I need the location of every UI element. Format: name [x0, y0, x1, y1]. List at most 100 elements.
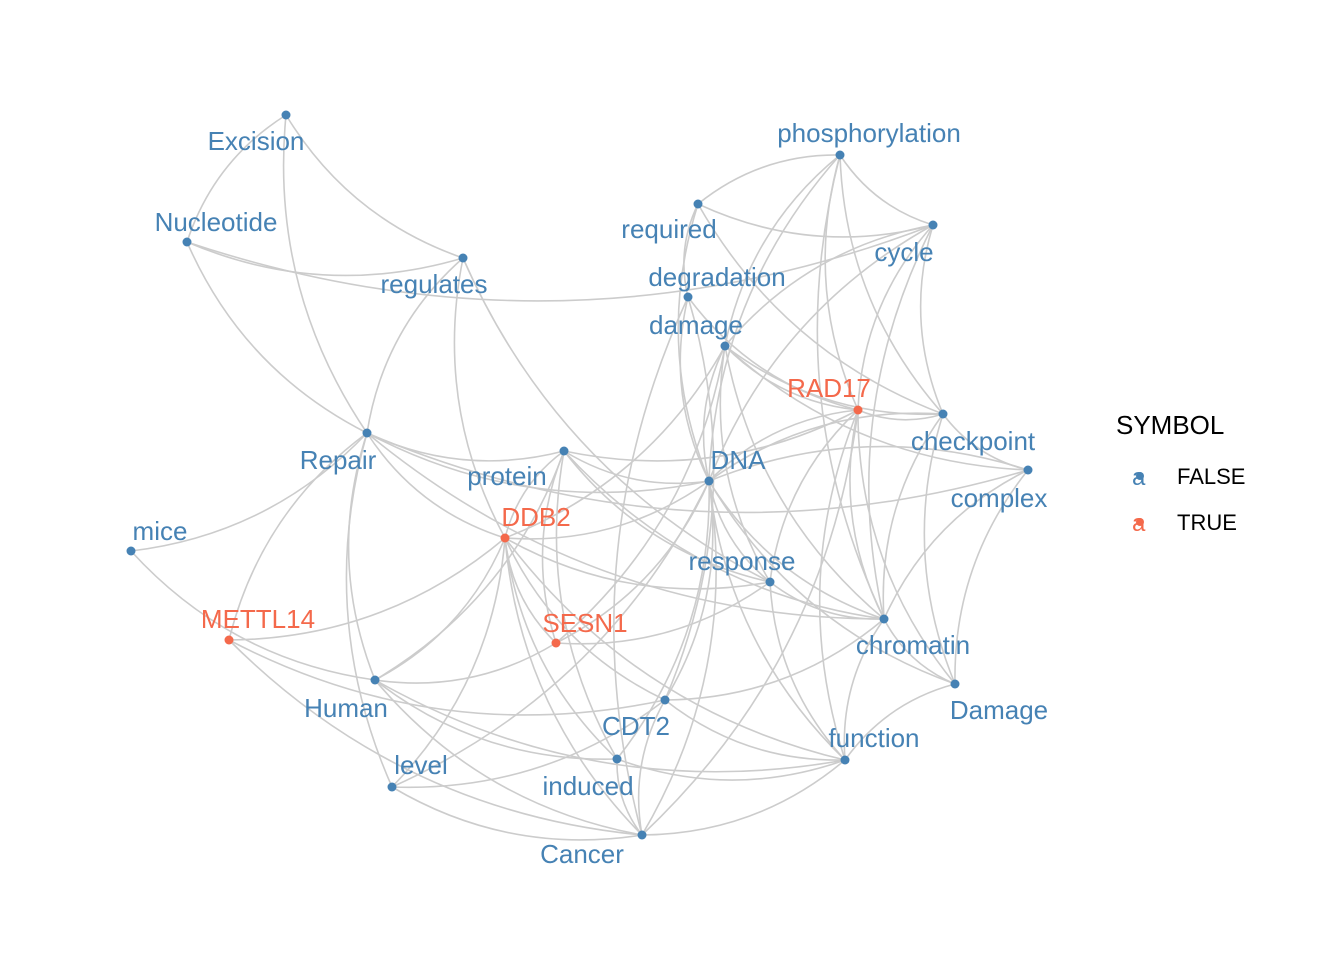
- edge-ddb2-induced: [504, 537, 618, 760]
- edge-cancer-function: [641, 759, 846, 836]
- edge-sesn1-dna: [555, 480, 710, 644]
- node-label-cancer: Cancer: [540, 839, 624, 869]
- edge-phosphorylation-damage: [724, 154, 841, 347]
- node-dot-ddb2: [500, 533, 510, 543]
- edge-mice-human: [130, 550, 376, 681]
- legend-label-true: TRUE: [1177, 510, 1237, 535]
- legend: SYMBOL a FALSE a TRUE: [1116, 410, 1245, 537]
- edge-phosphorylation-chromatin: [816, 154, 885, 620]
- edge-repair-level: [345, 432, 393, 788]
- node-required: required: [621, 199, 717, 244]
- edge-level-ddb2: [391, 537, 506, 788]
- edge-ddb2-cdt2: [504, 537, 666, 701]
- node-dot-complex: [1023, 465, 1033, 475]
- node-label-degradation: degradation: [648, 262, 785, 292]
- edge-nucleotide-repair: [186, 241, 368, 434]
- node-degradation: degradation: [648, 262, 786, 302]
- edge-phosphorylation-dna: [708, 154, 841, 482]
- node-chromatin: chromatin: [856, 614, 970, 660]
- node-label-excision: Excision: [208, 126, 305, 156]
- edge-regulates-response: [462, 257, 771, 583]
- edge-phosphorylation-rad17: [824, 154, 859, 411]
- edge-damage-response: [719, 345, 771, 583]
- legend-key-false-dot: [1136, 472, 1144, 480]
- node-cdt2: CDT2: [602, 695, 670, 741]
- edge-human-cancer: [374, 679, 643, 836]
- edge-induced-function: [616, 758, 846, 781]
- node-dot-degradation: [683, 292, 693, 302]
- edge-phosphorylation-required: [697, 154, 841, 205]
- edge-complex-damage: [954, 469, 1029, 685]
- edge-nucleotide-regulates: [186, 241, 464, 277]
- edge-rad17-function: [818, 409, 859, 761]
- node-label-ddb2: DDB2: [501, 502, 570, 532]
- edge-ddb2-dna: [504, 480, 710, 540]
- node-dot-required: [693, 199, 703, 209]
- node-level: level: [387, 750, 448, 792]
- edge-regulates-repair: [366, 257, 464, 434]
- edge-cdt2-function: [664, 699, 846, 761]
- edge-rad17-checkpoint: [857, 409, 944, 421]
- node-induced: induced: [542, 754, 634, 801]
- edge-complex-chromatin: [883, 469, 1029, 620]
- node-sesn1: SESN1: [542, 608, 628, 648]
- edge-human-function: [374, 679, 846, 773]
- edge-checkpoint-chromatin: [882, 413, 944, 620]
- node-label-sesn1: SESN1: [542, 608, 627, 638]
- node-dot-regulates: [458, 253, 468, 263]
- edge-mice-repair: [130, 432, 368, 552]
- node-dot-checkpoint: [938, 409, 948, 419]
- node-dot-function: [840, 755, 850, 765]
- edge-cancer-rad17: [641, 409, 859, 836]
- node-damage: Damage: [950, 679, 1048, 725]
- edge-protein-induced: [555, 450, 618, 760]
- edge-human-protein: [374, 450, 565, 681]
- edge-required-cycle: [697, 203, 934, 238]
- node-dot-dna: [704, 476, 714, 486]
- edge-protein-dna: [563, 450, 710, 485]
- node-dot-repair: [362, 428, 372, 438]
- edge-protein-ddb2: [504, 450, 565, 539]
- node-function: function: [828, 723, 920, 765]
- edge-ddb2-response: [504, 537, 771, 590]
- edge-excision-regulates: [285, 114, 464, 259]
- edge-required-dna: [677, 203, 710, 482]
- node-label-phosphorylation: phosphorylation: [777, 118, 961, 148]
- edge-level-cdt2: [391, 699, 666, 789]
- node-dot-rad17: [853, 405, 863, 415]
- edge-cycle-rad17: [857, 224, 934, 411]
- node-dot-cancer: [637, 830, 647, 840]
- node-dna: DNA: [704, 445, 767, 486]
- node-checkpoint: checkpoint: [911, 409, 1036, 456]
- node-label-required: required: [621, 214, 716, 244]
- edge-required-checkpoint: [697, 203, 944, 415]
- edge-repair-mettl14: [228, 432, 368, 641]
- node-dot-excision: [281, 110, 291, 120]
- edge-repair-chromatin: [366, 432, 885, 620]
- node-label-damage: damage: [649, 310, 743, 340]
- edge-protein-response: [563, 450, 771, 583]
- edge-phosphorylation-checkpoint: [839, 154, 944, 415]
- edge-degradation-cancer: [613, 296, 689, 836]
- edge-damage-dna: [702, 345, 726, 482]
- node-label-regulates: regulates: [381, 269, 488, 299]
- node-label-function: function: [828, 723, 919, 753]
- edge-rad17-damage: [857, 409, 956, 685]
- node-dot-chromatin: [879, 614, 889, 624]
- edge-rad17-chromatin: [849, 409, 885, 620]
- edge-response-chromatin: [769, 581, 885, 620]
- node-label-dna: DNA: [711, 445, 767, 475]
- edge-damage-complex: [724, 345, 1029, 471]
- legend-key-true-glyph: a: [1132, 510, 1146, 537]
- node-dot-cycle: [928, 220, 938, 230]
- node-dot-phosphorylation: [835, 150, 845, 160]
- edge-ddb2-cancer: [504, 537, 643, 836]
- edge-damage-chromatin: [724, 345, 885, 620]
- edge-mettl14-ddb2: [228, 537, 506, 641]
- edge-rad17-dna: [708, 409, 859, 482]
- node-ddb2: DDB2: [500, 502, 571, 543]
- node-response: response: [689, 546, 795, 587]
- edge-cdt2-cancer: [637, 699, 666, 836]
- edge-protein-sesn1: [541, 450, 565, 644]
